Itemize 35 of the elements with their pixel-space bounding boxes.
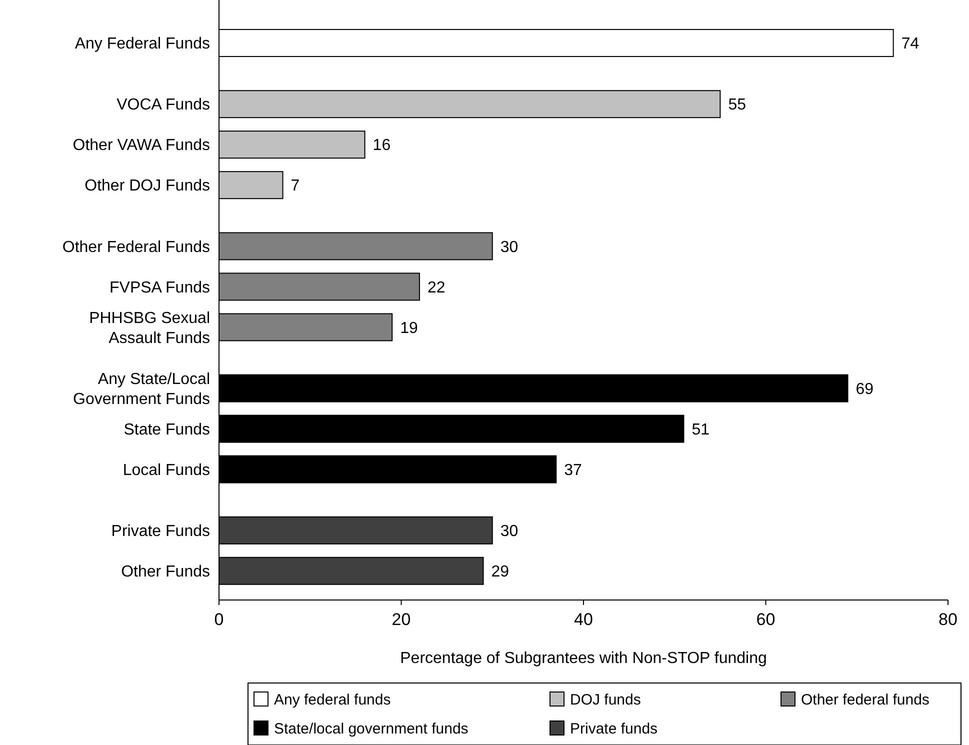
y-tick-label: Private Funds	[111, 523, 210, 540]
legend-label: Any federal funds	[274, 691, 391, 708]
y-tick-label: Any Federal Funds	[74, 36, 210, 53]
y-tick-label: Other Funds	[121, 564, 210, 580]
data-label: 29	[491, 564, 510, 580]
x-tick-label: 20	[392, 610, 411, 629]
data-label: 19	[400, 320, 418, 337]
legend-label: Private funds	[570, 720, 658, 738]
y-tick-label: Other Federal Funds	[62, 238, 210, 256]
data-label: 55	[728, 96, 746, 114]
legend-label: DOJ funds	[570, 691, 641, 708]
x-tick-label: 80	[938, 610, 958, 629]
y-tick-label: PHHSBG Sexual Assault Funds	[89, 310, 210, 347]
legend-label: State/local government funds	[274, 720, 468, 738]
data-label: 37	[564, 462, 582, 479]
y-tick-label: State Funds	[124, 421, 210, 438]
data-label: 74	[901, 36, 920, 53]
x-axis-title: Percentage of Subgrantees with Non-STOP funding	[400, 650, 767, 667]
data-label: 69	[856, 380, 874, 398]
data-label: 51	[692, 421, 710, 438]
y-tick-label: Other VAWA Funds	[72, 137, 210, 154]
y-tick-label: VOCA Funds	[116, 96, 210, 114]
legend-label: Other federal funds	[801, 691, 930, 708]
y-tick-label: Other DOJ Funds	[84, 178, 210, 195]
x-tick-label: 40	[574, 610, 593, 629]
x-tick-label: 60	[756, 610, 776, 629]
x-tick-label: 0	[214, 610, 224, 629]
data-label: 7	[290, 178, 300, 195]
data-label: 30	[500, 238, 518, 256]
y-tick-label: Any State/Local Government Funds	[73, 370, 210, 408]
y-tick-label: FVPSA Funds	[110, 279, 210, 296]
data-label: 22	[427, 279, 446, 296]
y-tick-label: Local Funds	[122, 462, 210, 479]
data-label: 16	[372, 137, 391, 154]
data-label: 30	[500, 523, 518, 540]
